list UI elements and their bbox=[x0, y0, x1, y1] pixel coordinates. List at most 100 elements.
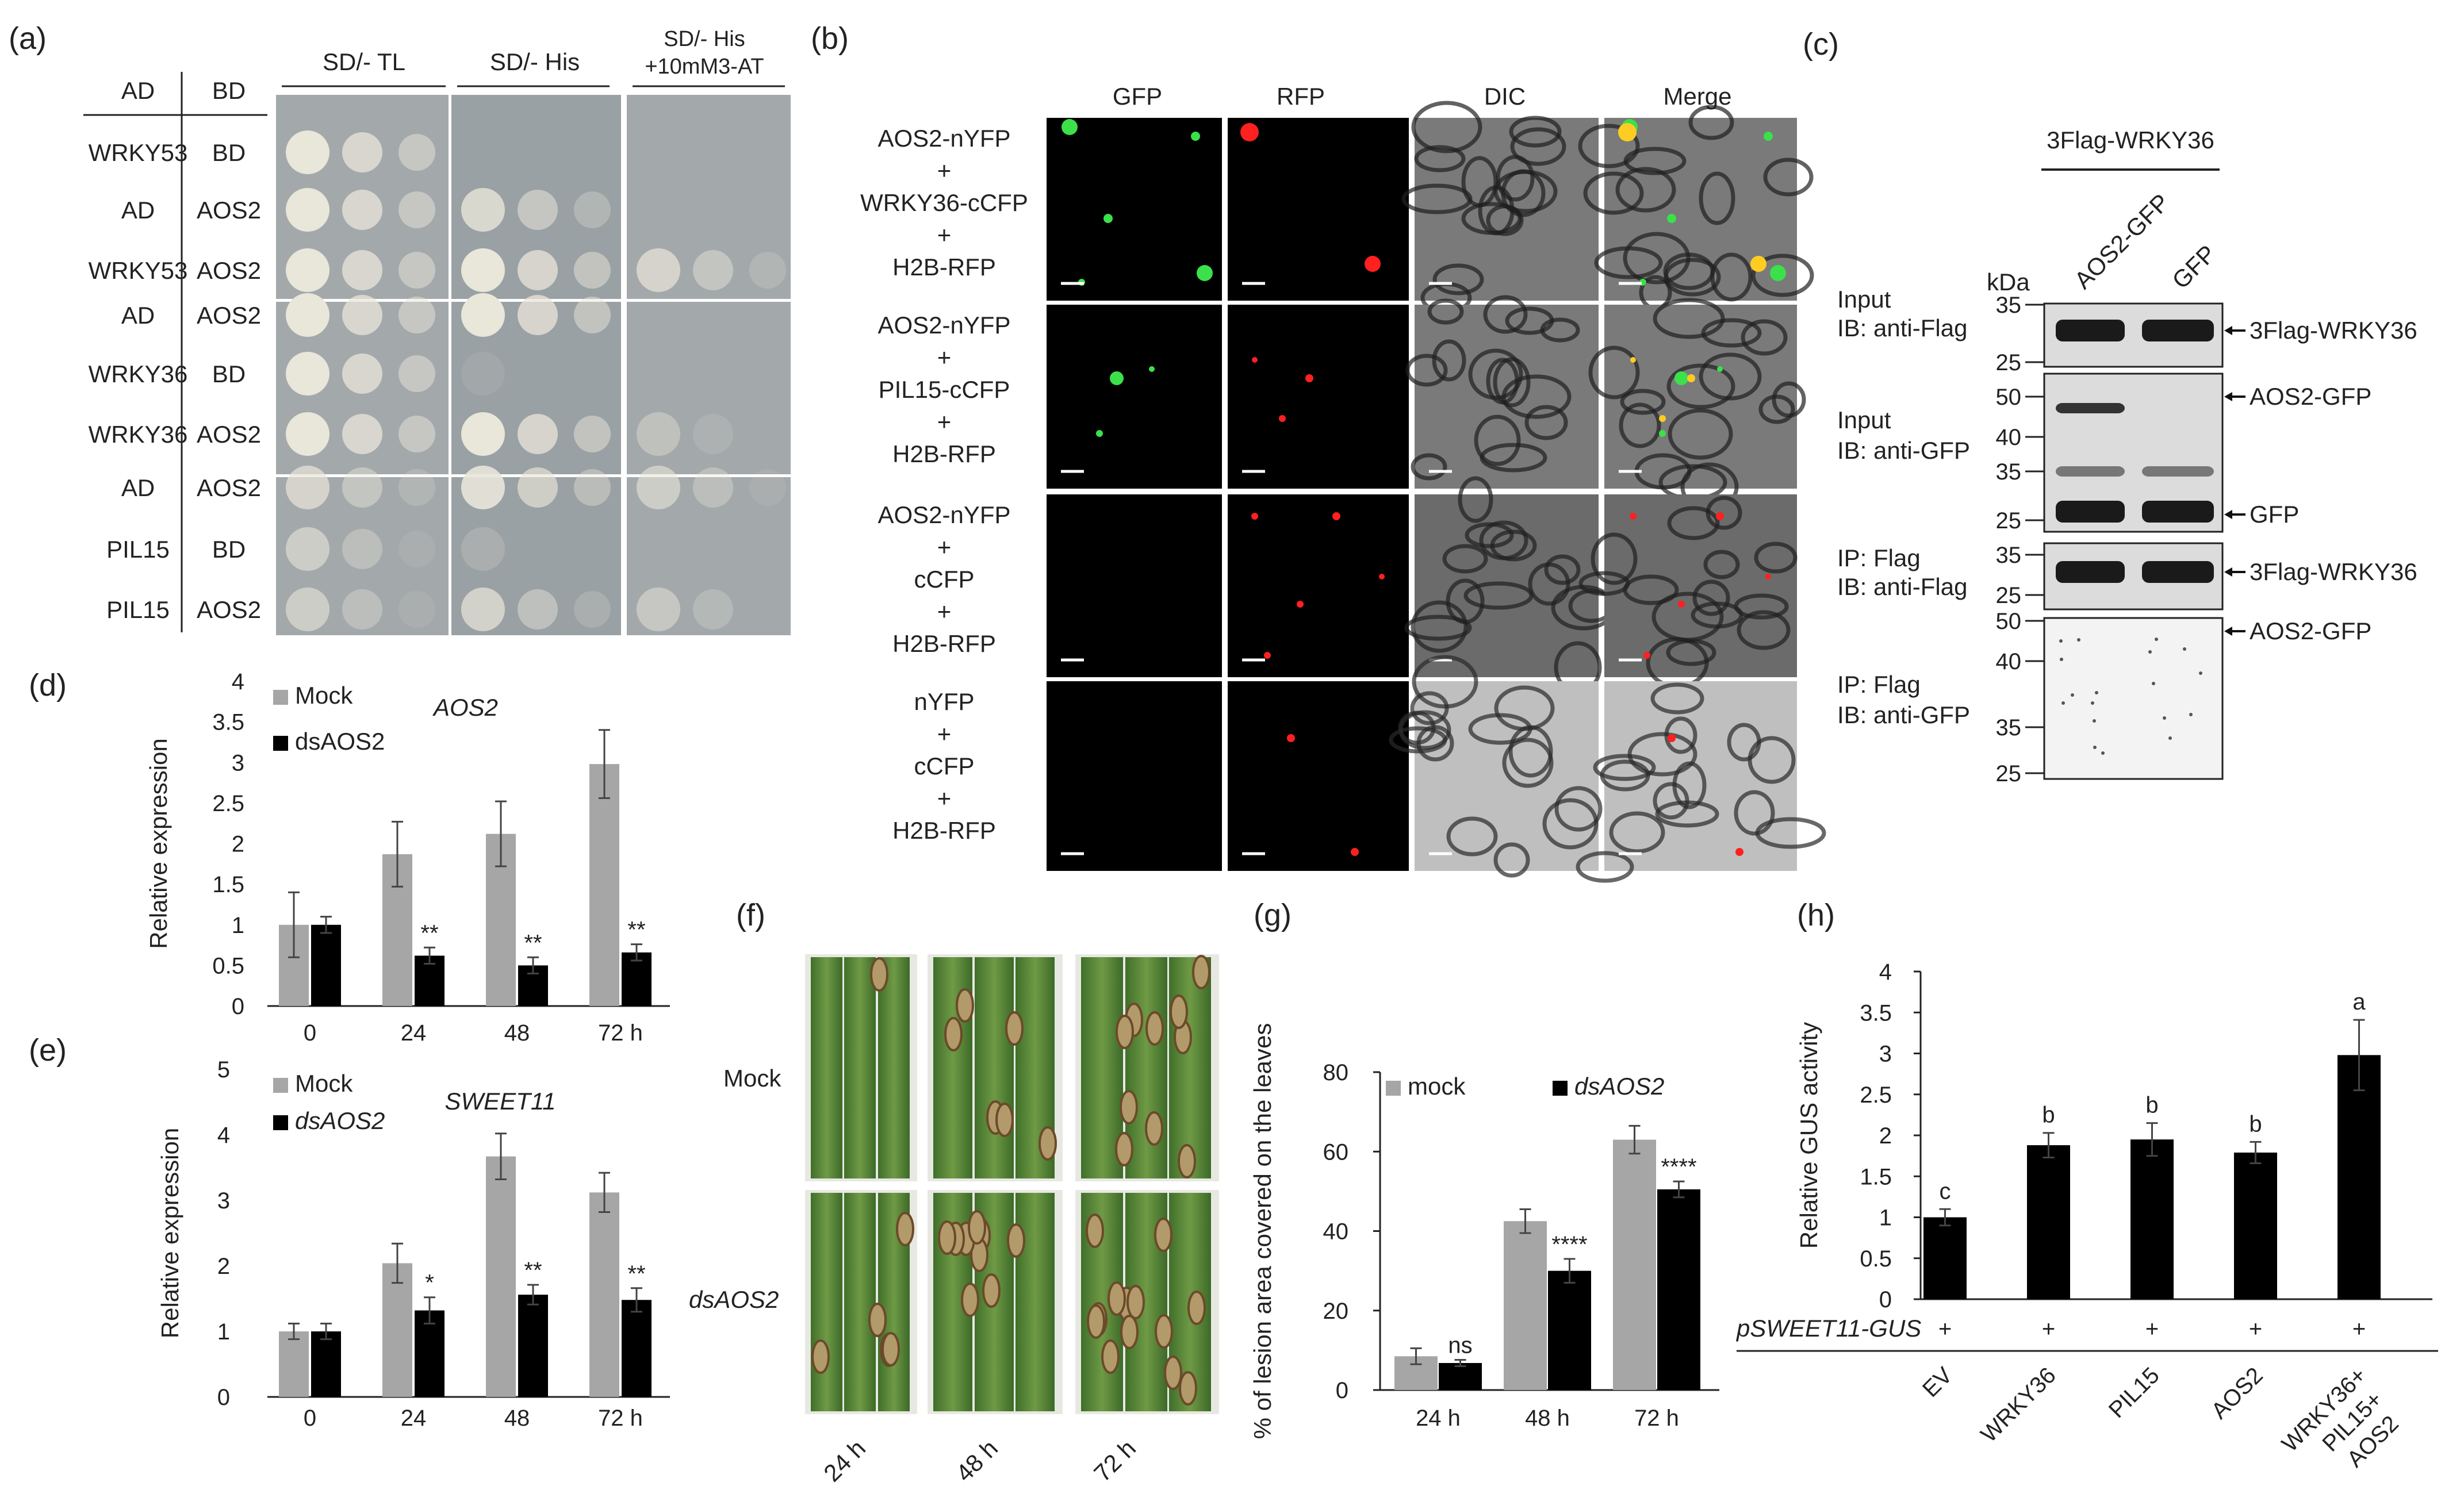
blot-speck bbox=[2071, 693, 2074, 697]
y-tick-label: 20 bbox=[1323, 1299, 1349, 1324]
fluorescent-spot bbox=[1770, 265, 1786, 281]
cell-outline bbox=[1588, 345, 1640, 400]
bar-value bbox=[1923, 1217, 1967, 1299]
fluorescent-spot bbox=[1191, 132, 1200, 141]
blot-speck bbox=[2183, 647, 2186, 651]
y-tick-label: 3 bbox=[217, 1188, 230, 1214]
c-band-label: AOS2-GFP bbox=[2250, 617, 2371, 644]
b-construct-label: AOS2-nYFP bbox=[877, 125, 1010, 152]
fluorescent-spot bbox=[1252, 357, 1258, 363]
bar-Mock bbox=[382, 1263, 412, 1397]
a-col-bd: BD bbox=[212, 77, 246, 104]
c-lane-gfp: GFP bbox=[2167, 240, 2221, 294]
bar-dsAOS2 bbox=[311, 924, 341, 1006]
lesion bbox=[1087, 1304, 1105, 1339]
c-kda-marker: 35 bbox=[1996, 293, 2022, 318]
yeast-spot bbox=[749, 469, 786, 506]
yeast-spot bbox=[398, 531, 435, 567]
cell-outline bbox=[1416, 725, 1454, 762]
blot-speck bbox=[2163, 716, 2166, 720]
cell-outline bbox=[1741, 319, 1788, 356]
blot-speck bbox=[2095, 691, 2098, 694]
bar-dsAOS2 bbox=[622, 1300, 652, 1397]
gus-plus-mark: + bbox=[2249, 1316, 2262, 1342]
blot-speck bbox=[2061, 701, 2065, 705]
gus-plus-mark: + bbox=[1938, 1316, 1952, 1342]
y-axis-label: Relative expression bbox=[145, 738, 172, 949]
a-row-ad: WRKY53 bbox=[89, 139, 188, 166]
cell-outline bbox=[1524, 405, 1568, 440]
fluorescent-spot bbox=[1279, 415, 1286, 422]
leaf-blade bbox=[844, 957, 876, 1178]
yeast-spot bbox=[342, 190, 382, 230]
fluorescent-spot bbox=[1678, 601, 1685, 608]
cell-outline bbox=[1461, 202, 1522, 235]
b-channel-dic: DIC bbox=[1484, 83, 1526, 110]
b-construct-label: H2B-RFP bbox=[892, 630, 996, 657]
c-kda-marker: 25 bbox=[1996, 583, 2022, 608]
yeast-spot bbox=[574, 191, 611, 228]
fluorescent-spot bbox=[1103, 214, 1113, 223]
y-tick-label: 40 bbox=[1323, 1219, 1349, 1245]
panel-label-b: (b) bbox=[811, 21, 849, 56]
band-arrowhead bbox=[2224, 326, 2232, 335]
cell-outline bbox=[1493, 170, 1558, 213]
fluorescent-spot bbox=[1667, 214, 1676, 223]
y-tick-label: 1 bbox=[217, 1319, 230, 1345]
legend-swatch bbox=[273, 1115, 288, 1130]
cell-outline bbox=[1465, 522, 1514, 548]
yeast-spot bbox=[286, 352, 329, 396]
lesion bbox=[982, 1273, 1001, 1308]
cell-outline bbox=[1653, 782, 1689, 820]
yeast-spot bbox=[461, 527, 505, 571]
bar-Mock bbox=[486, 1156, 516, 1397]
c-blot-label: Input bbox=[1837, 286, 1891, 313]
fluorescent-spot bbox=[1750, 256, 1766, 272]
lesion bbox=[1164, 1356, 1182, 1390]
yeast-spot bbox=[574, 469, 611, 506]
cell-outline bbox=[1758, 394, 1795, 424]
lesion bbox=[1005, 1011, 1024, 1046]
legend-label: mock bbox=[1408, 1073, 1466, 1100]
cell-outline bbox=[1411, 600, 1468, 653]
cell-outline bbox=[1688, 105, 1734, 140]
legend-label: dsAOS2 bbox=[295, 1107, 385, 1134]
band-arrowhead bbox=[2224, 392, 2232, 401]
lesion bbox=[995, 1103, 1014, 1137]
a-plate-images bbox=[276, 95, 791, 635]
fluorescent-spot bbox=[1379, 574, 1385, 579]
cell-outline bbox=[1609, 811, 1665, 854]
leaf-blade bbox=[811, 1193, 842, 1411]
cell-outline bbox=[1578, 571, 1630, 596]
cell-outline bbox=[1734, 790, 1775, 836]
b-construct-label: nYFP bbox=[914, 688, 974, 715]
y-tick-label: 1.5 bbox=[1860, 1164, 1892, 1189]
y-tick-label: 0 bbox=[217, 1385, 230, 1410]
yeast-spot bbox=[461, 412, 505, 456]
cell-outline bbox=[1505, 306, 1554, 335]
cell-outline bbox=[1667, 506, 1720, 540]
gus-plus-mark: + bbox=[2042, 1316, 2055, 1342]
a-row-ad: AD bbox=[121, 302, 155, 329]
panel-label-d: (d) bbox=[29, 668, 67, 702]
cell-outline bbox=[1509, 116, 1562, 148]
cell-outline bbox=[1483, 295, 1528, 334]
yeast-spot bbox=[637, 412, 680, 456]
bar-Mock bbox=[279, 1331, 309, 1397]
c-blot-label: IB: anti-GFP bbox=[1837, 701, 1970, 728]
x-tick-label: 48 bbox=[504, 1020, 530, 1046]
cell-outline bbox=[1755, 817, 1826, 849]
b-channel-rfp: RFP bbox=[1277, 83, 1325, 110]
cell-outline bbox=[1502, 738, 1554, 788]
micro-tile bbox=[1228, 681, 1409, 871]
legend-label: dsAOS2 bbox=[295, 728, 385, 755]
lesion bbox=[882, 1332, 900, 1366]
significance-label: ** bbox=[524, 930, 542, 955]
cell-outline bbox=[1576, 851, 1634, 883]
lesion bbox=[938, 1220, 956, 1255]
c-blot-label: Input bbox=[1837, 406, 1891, 433]
fluorescent-spot bbox=[1764, 132, 1773, 141]
yeast-spot bbox=[286, 293, 329, 337]
group-letter: b bbox=[2042, 1103, 2055, 1128]
